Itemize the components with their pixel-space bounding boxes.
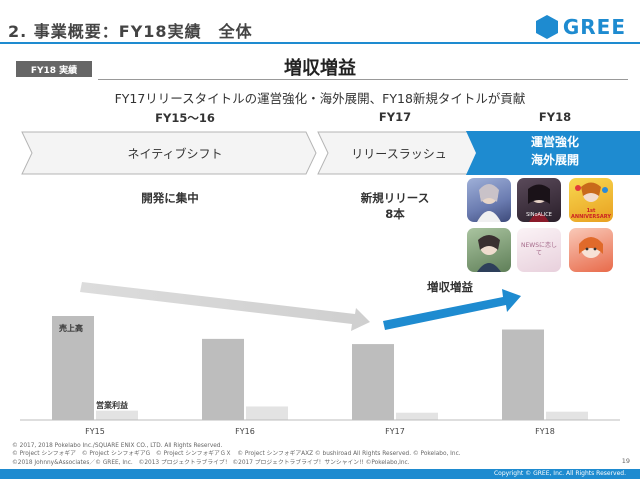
series-label-revenue: 売上高: [59, 324, 83, 333]
note-new-releases: 新規リリース: [360, 191, 430, 205]
game-icon-1: [467, 178, 511, 222]
note-development-focus: 開発に集中: [141, 191, 199, 205]
phase-chevron-native: [21, 131, 317, 175]
category-label-fy17: FY17: [385, 427, 405, 436]
copyright-notice: © 2017, 2018 Pokelabo Inc./SQUARE ENIX C…: [12, 442, 461, 467]
game-icon-news: NEWSに恋して: [517, 228, 561, 272]
anniversary-logo-text: 1st ANNIVERSARY: [571, 208, 611, 220]
phase-chevron-operation: [466, 131, 640, 175]
logo-text: GREE: [562, 15, 626, 39]
period-fy17: FY17: [378, 110, 412, 124]
growth-arrow: [383, 289, 521, 330]
bar-fy16-revenue: [202, 338, 244, 420]
period-fy18: FY18: [538, 110, 572, 124]
footer-bar: [0, 469, 640, 479]
footer-copyright: Copyright © GREE, Inc. All Rights Reserv…: [493, 470, 626, 477]
game-icon-6: [569, 228, 613, 272]
note-new-release-count: 8本: [385, 207, 405, 221]
game-icon-anniversary: 1st ANNIVERSARY: [569, 178, 613, 222]
slide-title: 2. 事業概要：FY18実績 全体: [8, 22, 253, 41]
news-logo-text: NEWSに恋して: [520, 242, 558, 257]
copyright-line: © Project シンフォギア © Project シンフォギアG © Pro…: [12, 451, 461, 458]
decline-arrow: [80, 282, 370, 331]
trend-arrows: [80, 282, 521, 331]
phase-overseas-expansion: 海外展開: [530, 153, 579, 167]
copyright-line: © 2017, 2018 Pokelabo Inc./SQUARE ENIX C…: [12, 443, 223, 449]
title-divider: [0, 42, 640, 44]
gree-logo: GREE: [535, 14, 626, 40]
category-label-fy16: FY16: [235, 427, 255, 436]
phase-release-rush: リリースラッシュ: [351, 147, 447, 161]
revenue-profit-bar-chart: FY15 FY16 FY17 FY18: [20, 316, 620, 436]
fy18-results-badge: FY18 実績: [16, 61, 92, 77]
sinoalice-logo-text: SINoALICE: [526, 212, 552, 218]
bar-fy16-operating-profit: [246, 406, 288, 420]
category-label-fy18: FY18: [535, 427, 555, 436]
copyright-line: ©2018 Johnny&Associates／© GREE, Inc. ©20…: [12, 459, 410, 466]
category-labels: FY15 FY16 FY17 FY18: [85, 427, 555, 436]
headline-divider: [98, 79, 628, 80]
page-number: 19: [621, 457, 630, 465]
period-fy15-16: FY15〜16: [155, 111, 215, 125]
game-icon-sinoalice: SINoALICE: [517, 178, 561, 222]
phase-timeline: [21, 131, 640, 175]
bar-fy18-operating-profit: [546, 411, 588, 420]
bar-fy17-revenue: [352, 344, 394, 420]
phase-native-shift: ネイティブシフト: [127, 147, 223, 161]
category-label-fy15: FY15: [85, 427, 105, 436]
bar-fy18-revenue: [502, 329, 544, 420]
bar-fy15-revenue: [52, 316, 94, 420]
headline: 増収増益: [284, 58, 356, 79]
series-label-operating-profit: 営業利益: [96, 401, 128, 410]
hexagon-icon: [535, 15, 558, 39]
bar-fy15-operating-profit: [96, 410, 138, 420]
bar-fy17-operating-profit: [396, 412, 438, 420]
phase-operation-strengthening: 運営強化: [530, 135, 579, 149]
growth-label: 増収増益: [427, 280, 473, 294]
bars-group: [52, 316, 588, 420]
game-icon-4: [467, 228, 511, 272]
subheadline: FY17リリースタイトルの運営強化・海外展開、FY18新規タイトルが貢献: [114, 91, 526, 106]
